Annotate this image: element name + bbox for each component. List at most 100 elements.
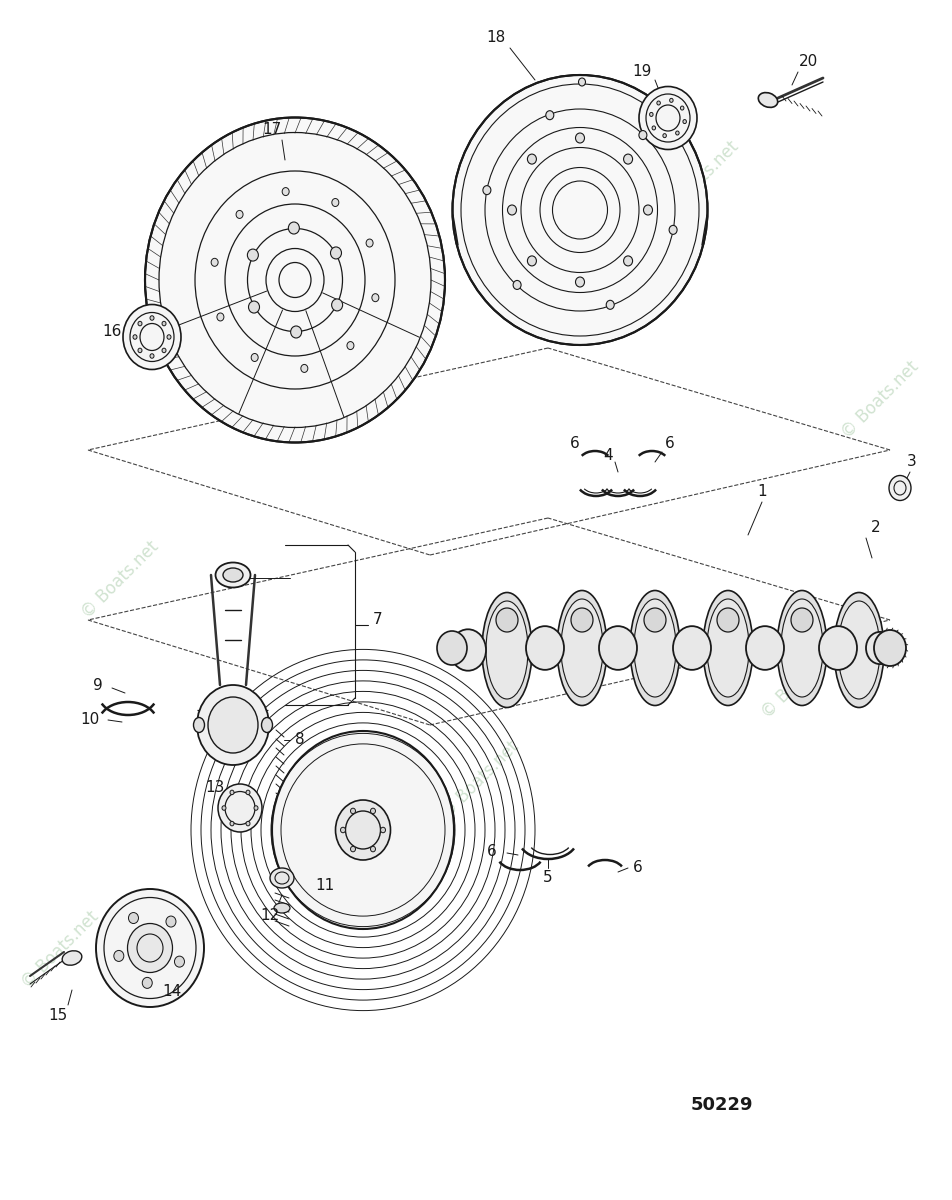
Ellipse shape bbox=[193, 718, 205, 732]
Ellipse shape bbox=[254, 805, 258, 810]
Ellipse shape bbox=[350, 846, 355, 852]
Ellipse shape bbox=[599, 626, 637, 670]
Ellipse shape bbox=[370, 808, 375, 814]
Ellipse shape bbox=[114, 950, 124, 961]
Ellipse shape bbox=[282, 187, 289, 196]
Ellipse shape bbox=[251, 354, 258, 361]
Ellipse shape bbox=[290, 326, 302, 338]
Ellipse shape bbox=[663, 133, 666, 138]
Ellipse shape bbox=[634, 599, 676, 697]
Ellipse shape bbox=[262, 718, 272, 732]
Ellipse shape bbox=[791, 608, 813, 632]
Ellipse shape bbox=[128, 924, 172, 972]
Ellipse shape bbox=[217, 313, 224, 320]
Ellipse shape bbox=[331, 299, 343, 311]
Ellipse shape bbox=[526, 626, 564, 670]
Ellipse shape bbox=[486, 601, 528, 698]
Ellipse shape bbox=[246, 790, 250, 794]
Ellipse shape bbox=[681, 106, 684, 110]
Ellipse shape bbox=[248, 250, 258, 262]
Ellipse shape bbox=[341, 827, 346, 833]
Ellipse shape bbox=[367, 239, 373, 247]
Ellipse shape bbox=[230, 821, 234, 826]
Ellipse shape bbox=[652, 126, 656, 130]
Ellipse shape bbox=[274, 902, 290, 913]
Text: © Boats.net: © Boats.net bbox=[78, 538, 162, 622]
Ellipse shape bbox=[138, 348, 142, 353]
Ellipse shape bbox=[230, 790, 234, 794]
Text: 13: 13 bbox=[206, 780, 225, 796]
Ellipse shape bbox=[166, 916, 176, 928]
Text: 5: 5 bbox=[544, 870, 553, 886]
Ellipse shape bbox=[222, 805, 226, 810]
Ellipse shape bbox=[669, 226, 677, 234]
Ellipse shape bbox=[274, 810, 286, 820]
Text: 1: 1 bbox=[757, 485, 766, 499]
Ellipse shape bbox=[133, 335, 137, 340]
Ellipse shape bbox=[777, 590, 827, 706]
Text: © Boats.net: © Boats.net bbox=[438, 738, 522, 822]
Ellipse shape bbox=[874, 630, 906, 666]
Ellipse shape bbox=[167, 335, 171, 340]
Ellipse shape bbox=[819, 626, 857, 670]
Ellipse shape bbox=[657, 101, 661, 104]
Ellipse shape bbox=[644, 608, 666, 632]
Text: 6: 6 bbox=[570, 436, 580, 450]
Ellipse shape bbox=[138, 322, 142, 326]
Ellipse shape bbox=[211, 258, 218, 266]
Ellipse shape bbox=[639, 131, 647, 139]
Ellipse shape bbox=[370, 846, 375, 852]
Text: 20: 20 bbox=[799, 54, 818, 70]
Ellipse shape bbox=[579, 78, 585, 86]
Ellipse shape bbox=[649, 113, 653, 116]
Ellipse shape bbox=[236, 210, 243, 218]
Ellipse shape bbox=[676, 131, 679, 136]
Text: © Boats.net: © Boats.net bbox=[18, 908, 102, 992]
Text: 6: 6 bbox=[633, 860, 643, 876]
Ellipse shape bbox=[561, 599, 603, 697]
Ellipse shape bbox=[248, 301, 260, 313]
Text: 14: 14 bbox=[163, 984, 182, 1000]
Text: 8: 8 bbox=[295, 732, 305, 748]
Ellipse shape bbox=[759, 92, 778, 108]
Text: 4: 4 bbox=[604, 448, 613, 462]
Ellipse shape bbox=[208, 697, 258, 754]
Text: 10: 10 bbox=[80, 713, 100, 727]
Ellipse shape bbox=[123, 305, 181, 370]
Ellipse shape bbox=[150, 316, 154, 320]
Text: 17: 17 bbox=[263, 122, 282, 138]
Ellipse shape bbox=[557, 590, 607, 706]
Ellipse shape bbox=[150, 354, 154, 359]
Ellipse shape bbox=[129, 912, 138, 924]
Text: 18: 18 bbox=[486, 30, 506, 46]
Ellipse shape bbox=[381, 827, 386, 833]
Ellipse shape bbox=[576, 277, 585, 287]
Text: 11: 11 bbox=[315, 877, 334, 893]
Text: 16: 16 bbox=[102, 324, 122, 340]
Ellipse shape bbox=[197, 685, 269, 766]
Ellipse shape bbox=[630, 590, 680, 706]
Ellipse shape bbox=[496, 608, 518, 632]
Ellipse shape bbox=[703, 590, 753, 706]
Text: 15: 15 bbox=[49, 1008, 68, 1022]
Text: 2: 2 bbox=[871, 521, 881, 535]
Ellipse shape bbox=[889, 475, 911, 500]
Ellipse shape bbox=[452, 74, 707, 346]
Ellipse shape bbox=[746, 626, 784, 670]
Ellipse shape bbox=[834, 593, 884, 708]
Ellipse shape bbox=[450, 629, 486, 671]
Text: © Boats.net: © Boats.net bbox=[758, 638, 843, 722]
Text: 6: 6 bbox=[487, 845, 497, 859]
Ellipse shape bbox=[545, 110, 554, 120]
Ellipse shape bbox=[218, 784, 262, 832]
Text: 19: 19 bbox=[632, 65, 652, 79]
Ellipse shape bbox=[707, 599, 749, 697]
Ellipse shape bbox=[507, 205, 517, 215]
Ellipse shape bbox=[62, 950, 82, 965]
Ellipse shape bbox=[673, 626, 711, 670]
Ellipse shape bbox=[270, 868, 294, 888]
Ellipse shape bbox=[866, 632, 894, 664]
Ellipse shape bbox=[576, 133, 585, 143]
Ellipse shape bbox=[372, 294, 379, 301]
Text: 6: 6 bbox=[665, 436, 675, 450]
